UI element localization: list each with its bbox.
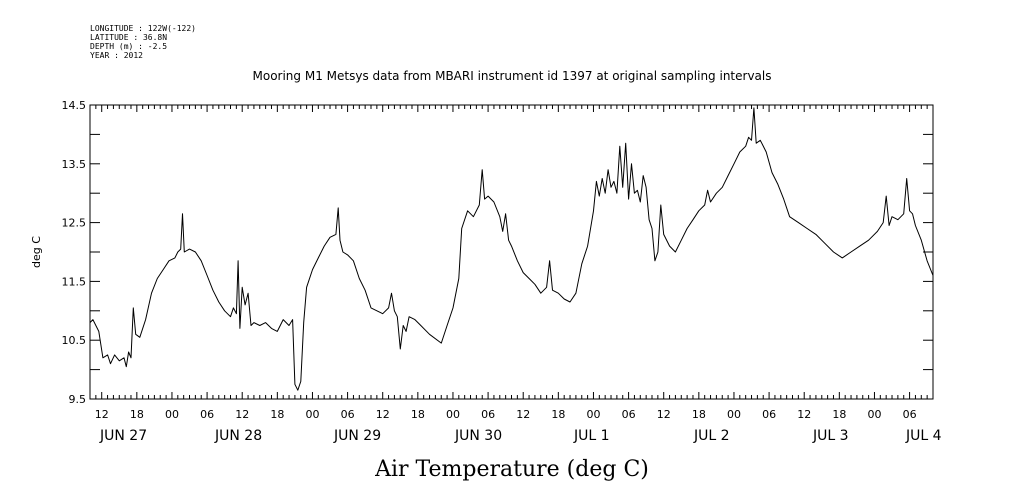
y-tick-label: 9.5: [69, 393, 87, 406]
x-hour-tick-label: 00: [446, 408, 460, 421]
x-day-label: JUL 1: [573, 428, 610, 444]
x-hour-tick-label: 06: [341, 408, 355, 421]
x-axis-caption: Air Temperature (deg C): [374, 457, 649, 482]
x-hour-tick-label: 00: [586, 408, 600, 421]
y-axis: 9.5 10.5 11.5 12.5 13.5 14.5: [62, 99, 933, 406]
air-temperature-series-line: [89, 107, 934, 391]
x-hour-tick-label: 18: [411, 408, 425, 421]
x-hour-tick-label: 18: [130, 408, 144, 421]
chart-title: Mooring M1 Metsys data from MBARI instru…: [253, 69, 772, 83]
meta-line-year: YEAR : 2012: [90, 51, 143, 60]
x-day-label: JUN 30: [454, 428, 502, 444]
x-day-label: JUL 3: [812, 428, 849, 444]
x-hour-tick-label: 06: [200, 408, 214, 421]
y-axis-label: deg C: [30, 236, 43, 268]
y-tick-label: 11.5: [62, 275, 87, 288]
x-hour-tick-label: 06: [903, 408, 917, 421]
x-hour-tick-label: 18: [270, 408, 284, 421]
meta-line-latitude: LATITUDE : 36.8N: [90, 33, 167, 42]
x-hour-tick-label: 06: [762, 408, 776, 421]
x-day-label: JUN 27: [99, 428, 147, 444]
x-hour-tick-label: 12: [516, 408, 530, 421]
meta-line-depth: DEPTH (m) : -2.5: [90, 42, 167, 51]
x-hour-tick-label: 12: [376, 408, 390, 421]
x-axis: 12 18 00 06 12 18 00 06 12 18 00 06 12 18 00 06 12 18 00 06…: [89, 105, 942, 444]
x-hour-tick-label: 12: [797, 408, 811, 421]
y-tick-label: 14.5: [62, 99, 87, 112]
series-group: [89, 107, 934, 391]
x-hour-tick-label: 18: [692, 408, 706, 421]
x-hour-tick-label: 12: [657, 408, 671, 421]
x-hour-tick-label: 00: [165, 408, 179, 421]
x-hour-tick-label: 00: [867, 408, 881, 421]
x-hour-tick-label: 00: [727, 408, 741, 421]
x-day-label: JUL 2: [693, 428, 730, 444]
x-hour-tick-label: 12: [95, 408, 109, 421]
x-hour-tick-label: 06: [622, 408, 636, 421]
meta-line-longitude: LONGITUDE : 122W(-122): [90, 24, 196, 33]
y-tick-label: 12.5: [62, 217, 87, 230]
x-day-label: JUL 4: [905, 428, 942, 444]
plot-frame: [89, 104, 934, 400]
x-hour-tick-label: 00: [305, 408, 319, 421]
metadata-block: LONGITUDE : 122W(-122) LATITUDE : 36.8N …: [90, 24, 196, 60]
y-tick-label: 13.5: [62, 158, 87, 171]
y-tick-label: 10.5: [62, 334, 87, 347]
x-hour-tick-label: 12: [235, 408, 249, 421]
x-hour-tick-label: 18: [832, 408, 846, 421]
x-day-label: JUN 29: [333, 428, 381, 444]
x-day-label: JUN 28: [214, 428, 262, 444]
x-hour-tick-label: 06: [481, 408, 495, 421]
x-hour-tick-label: 18: [551, 408, 565, 421]
